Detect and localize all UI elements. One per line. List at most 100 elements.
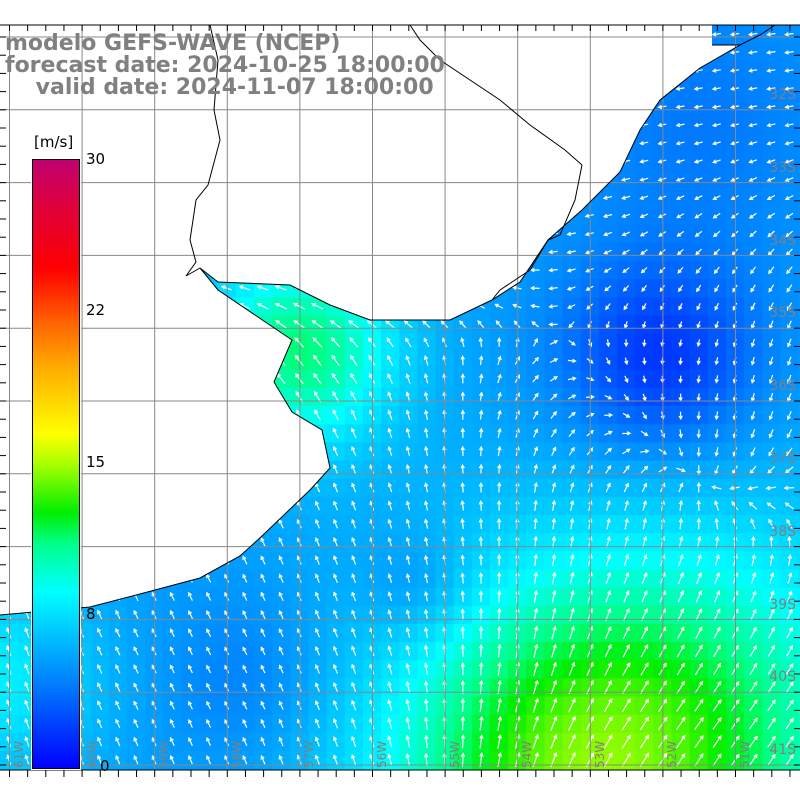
wind-arrow bbox=[350, 409, 357, 421]
wind-arrow bbox=[639, 698, 649, 713]
wind-arrow bbox=[605, 607, 612, 621]
wind-arrow bbox=[24, 464, 30, 474]
speed-cell bbox=[326, 297, 346, 317]
wind-arrow bbox=[769, 535, 774, 548]
wind-arrow bbox=[115, 555, 121, 565]
wind-arrow bbox=[133, 428, 139, 438]
wind-arrow bbox=[203, 122, 214, 128]
wind-arrow bbox=[786, 447, 793, 457]
wind-arrow bbox=[677, 266, 684, 274]
wind-arrow bbox=[424, 590, 429, 602]
wind-arrow bbox=[187, 754, 193, 765]
speed-cell bbox=[598, 115, 618, 135]
wind-arrow bbox=[568, 429, 576, 437]
wind-arrow bbox=[675, 159, 685, 164]
wind-arrow bbox=[351, 645, 357, 656]
wind-arrow bbox=[79, 482, 85, 493]
speed-cell bbox=[254, 478, 273, 498]
speed-cell bbox=[108, 97, 128, 117]
wind-arrow bbox=[639, 32, 649, 37]
wind-arrow bbox=[694, 735, 704, 749]
wind-arrow bbox=[623, 607, 630, 621]
wind-arrow bbox=[420, 32, 431, 37]
lat-lon-grid bbox=[0, 25, 800, 770]
wind-arrow bbox=[423, 608, 429, 620]
wind-arrow bbox=[96, 410, 103, 420]
speed-cell bbox=[344, 279, 364, 298]
wind-arrow bbox=[678, 482, 684, 493]
wind-arrow bbox=[112, 231, 123, 236]
wind-arrow bbox=[384, 32, 395, 37]
wind-arrow bbox=[115, 500, 121, 511]
wind-arrow bbox=[97, 663, 103, 674]
wind-arrow bbox=[188, 736, 193, 747]
speed-cell bbox=[798, 660, 800, 680]
wind-arrow bbox=[567, 376, 577, 381]
wind-arrow bbox=[242, 646, 248, 656]
speed-cell bbox=[254, 351, 273, 371]
wind-arrow bbox=[115, 609, 121, 620]
wind-arrow bbox=[133, 500, 139, 511]
wind-arrow bbox=[676, 662, 685, 676]
wind-arrow bbox=[603, 734, 613, 749]
wind-arrow bbox=[333, 555, 338, 565]
wind-arrow bbox=[620, 141, 631, 146]
wind-arrow bbox=[79, 537, 84, 547]
wind-arrow bbox=[530, 303, 540, 309]
wind-arrow bbox=[533, 643, 539, 658]
wind-arrow bbox=[457, 231, 468, 236]
wind-arrow bbox=[602, 32, 613, 37]
wind-arrow bbox=[24, 428, 30, 438]
wind-arrow bbox=[329, 231, 341, 236]
wind-arrow bbox=[130, 285, 141, 291]
wind-arrow bbox=[187, 537, 194, 547]
speed-cell bbox=[635, 79, 655, 99]
speed-cell bbox=[181, 315, 201, 335]
wind-arrow bbox=[529, 158, 540, 164]
wind-arrow bbox=[493, 104, 504, 110]
wind-arrow bbox=[330, 122, 341, 128]
speed-cell bbox=[108, 170, 128, 189]
wind-arrow bbox=[186, 374, 195, 384]
wind-arrow bbox=[750, 302, 756, 311]
wind-arrow bbox=[712, 680, 722, 694]
wind-arrow bbox=[387, 663, 393, 675]
speed-cell bbox=[471, 279, 491, 298]
wind-arrow bbox=[550, 428, 557, 438]
wind-arrow bbox=[260, 628, 266, 638]
wind-arrow bbox=[24, 446, 30, 456]
speed-cell bbox=[254, 442, 273, 462]
speed-cell bbox=[235, 369, 255, 389]
wind-arrow bbox=[676, 680, 686, 694]
wind-arrow bbox=[714, 500, 720, 511]
wind-arrow bbox=[206, 682, 212, 692]
wind-arrow bbox=[278, 482, 284, 493]
speed-cell bbox=[417, 97, 437, 117]
wind-arrow bbox=[39, 122, 50, 128]
wind-arrow bbox=[786, 644, 793, 657]
wind-arrow bbox=[186, 356, 195, 365]
wind-arrow bbox=[693, 141, 703, 146]
wind-arrow bbox=[384, 177, 395, 182]
wind-arrow bbox=[94, 213, 105, 218]
wind-arrow bbox=[24, 482, 30, 493]
wind-arrow bbox=[387, 536, 393, 547]
wind-arrow bbox=[405, 445, 411, 457]
speed-cell bbox=[598, 61, 618, 81]
wind-arrow bbox=[351, 699, 357, 711]
wind-arrow bbox=[766, 32, 776, 37]
wind-arrow bbox=[115, 410, 121, 420]
wind-arrow bbox=[750, 338, 756, 348]
wind-arrow bbox=[603, 752, 613, 767]
wind-arrow bbox=[566, 104, 576, 110]
speed-cell bbox=[108, 496, 128, 516]
wind-arrow bbox=[275, 249, 287, 254]
wind-arrow bbox=[532, 374, 540, 383]
wind-arrow bbox=[748, 212, 757, 219]
wind-arrow bbox=[275, 231, 287, 236]
wind-arrow bbox=[678, 284, 684, 293]
speed-cell bbox=[90, 224, 110, 244]
wind-arrow bbox=[312, 104, 322, 109]
wind-arrow bbox=[132, 374, 140, 383]
wind-arrow bbox=[204, 374, 213, 384]
